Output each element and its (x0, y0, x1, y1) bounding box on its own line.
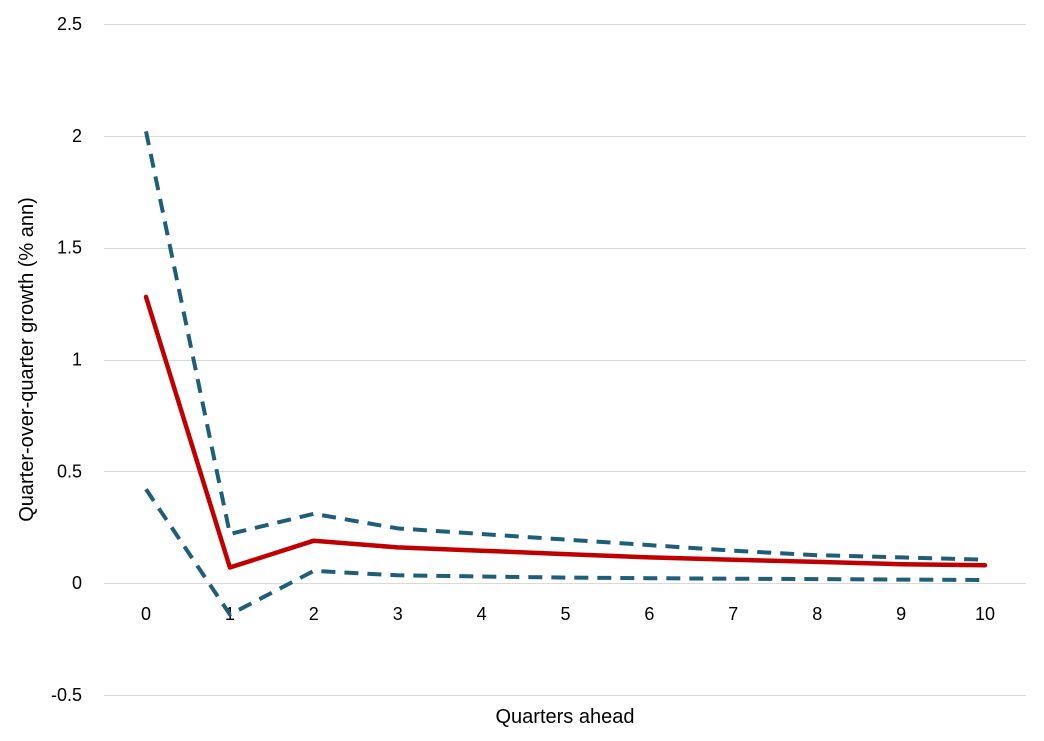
y-axis-ticks: -0.5 0 0.5 1 1.5 2 2.5 (51, 14, 82, 705)
y-axis-title: Quarter-over-quarter growth (% ann) (16, 197, 38, 522)
x-tick-label: 4 (477, 604, 487, 624)
y-tick-label: 2.5 (57, 14, 82, 34)
dashed-band-line-2 (144, 488, 986, 617)
x-tick-label: 9 (896, 604, 906, 624)
gridlines (104, 24, 1026, 696)
y-tick-label: 1.5 (57, 238, 82, 258)
x-axis-ticks: 0 1 2 3 4 5 6 7 8 9 10 (141, 604, 995, 624)
x-tick-label: 0 (141, 604, 151, 624)
x-tick-label: 10 (975, 604, 995, 624)
x-tick-label: 2 (309, 604, 319, 624)
series-lines (143, 130, 988, 617)
x-tick-label: 5 (560, 604, 570, 624)
y-tick-label: 0 (72, 573, 82, 593)
central-estimate-line (143, 294, 988, 570)
x-tick-label: 8 (812, 604, 822, 624)
x-tick-label: 6 (644, 604, 654, 624)
y-tick-label: -0.5 (51, 685, 82, 705)
dashed-band-line-1 (144, 130, 986, 562)
x-tick-label: 7 (728, 604, 738, 624)
x-axis-title: Quarters ahead (496, 706, 635, 728)
y-tick-label: 0.5 (57, 461, 82, 481)
x-tick-label: 3 (393, 604, 403, 624)
y-tick-label: 1 (72, 350, 82, 370)
y-tick-label: 2 (72, 126, 82, 146)
